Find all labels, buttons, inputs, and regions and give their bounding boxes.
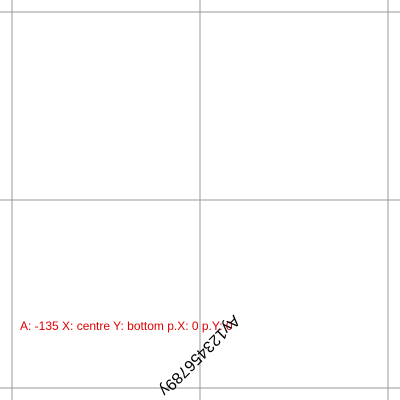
info-label: A: -135 X: centre Y: bottom p.X: 0 p.Y: … (20, 319, 233, 333)
